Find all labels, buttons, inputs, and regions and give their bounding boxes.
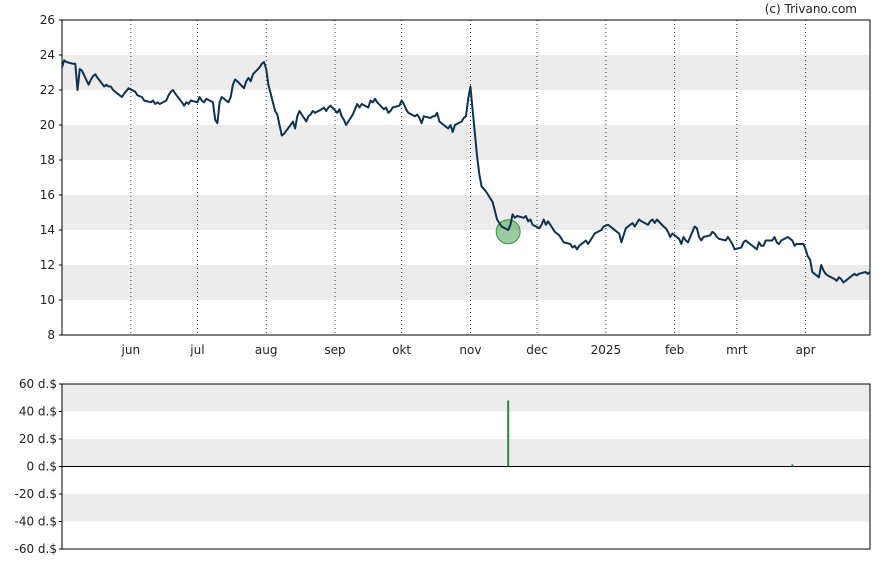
grid-band [62, 494, 870, 522]
y-tick-label: 40 d.$ [19, 405, 57, 419]
x-tick-label: apr [796, 343, 816, 357]
x-tick-label: okt [392, 343, 411, 357]
x-tick-label: mrt [726, 343, 748, 357]
y-tick-label: -40 d.$ [15, 515, 57, 529]
y-tick-label: 0 d.$ [26, 460, 57, 474]
x-tick-label: nov [459, 343, 481, 357]
x-tick-label: aug [255, 343, 278, 357]
credit-label: (c) Trivano.com [765, 2, 857, 16]
y-tick-label: 10 [40, 293, 55, 307]
grid-band [62, 439, 870, 467]
grid-band [62, 384, 870, 412]
grid-band [62, 55, 870, 90]
x-tick-label: jun [121, 343, 141, 357]
x-tick-label: 2025 [591, 343, 622, 357]
grid-band [62, 265, 870, 300]
x-tick-label: feb [665, 343, 684, 357]
y-tick-label: 26 [40, 13, 55, 27]
price-panel: jun jul aug sep okt nov dec 2025 feb mrt apr 8 10 12 1… [40, 13, 871, 357]
volume-panel: -60 d.$ -40 d.$ -20 d.$ 0 d.$ 20 d.$ 40 d.$ 60… [15, 377, 871, 556]
y-tick-label: 22 [40, 83, 55, 97]
grid-band [62, 125, 870, 160]
y-tick-label: 20 d.$ [19, 432, 57, 446]
y-tick-label: 24 [40, 48, 55, 62]
y-tick-label: -20 d.$ [15, 487, 57, 501]
y-tick-label: 60 d.$ [19, 377, 57, 391]
x-tick-label: dec [526, 343, 548, 357]
grid-band [62, 195, 870, 230]
y-tick-label: 16 [40, 188, 55, 202]
y-tick-label: 8 [47, 328, 55, 342]
y-tick-label: 20 [40, 118, 55, 132]
y-tick-label: 14 [40, 223, 55, 237]
y-tick-label: 18 [40, 153, 55, 167]
y-tick-label: 12 [40, 258, 55, 272]
x-tick-label: jul [189, 343, 204, 357]
y-tick-label: -60 d.$ [15, 542, 57, 556]
x-tick-label: sep [324, 343, 345, 357]
plot-frame [61, 19, 871, 336]
price-line [61, 59, 871, 284]
